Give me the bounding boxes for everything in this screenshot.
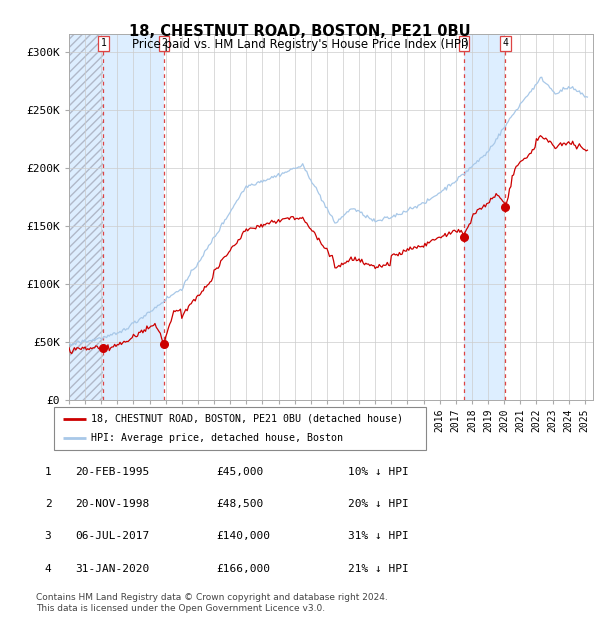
Text: 3: 3 [461,38,467,48]
Text: 20-NOV-1998: 20-NOV-1998 [75,499,149,509]
Text: 2: 2 [161,38,167,48]
Text: 3: 3 [44,531,52,541]
Text: 06-JUL-2017: 06-JUL-2017 [75,531,149,541]
Text: 18, CHESTNUT ROAD, BOSTON, PE21 0BU: 18, CHESTNUT ROAD, BOSTON, PE21 0BU [129,24,471,38]
FancyBboxPatch shape [54,407,426,450]
Text: 31% ↓ HPI: 31% ↓ HPI [348,531,409,541]
Text: 4: 4 [44,564,52,574]
Text: HPI: Average price, detached house, Boston: HPI: Average price, detached house, Bost… [91,433,343,443]
Text: 4: 4 [503,38,508,48]
Bar [103,34,164,400]
Bar [464,34,505,400]
Text: £45,000: £45,000 [216,467,263,477]
Text: £140,000: £140,000 [216,531,270,541]
Bar [69,34,103,400]
Text: 1: 1 [100,38,106,48]
Text: £166,000: £166,000 [216,564,270,574]
Text: 21% ↓ HPI: 21% ↓ HPI [348,564,409,574]
Text: Contains HM Land Registry data © Crown copyright and database right 2024.
This d: Contains HM Land Registry data © Crown c… [36,593,388,613]
Text: 31-JAN-2020: 31-JAN-2020 [75,564,149,574]
Text: 20% ↓ HPI: 20% ↓ HPI [348,499,409,509]
Text: 20-FEB-1995: 20-FEB-1995 [75,467,149,477]
Text: 2: 2 [44,499,52,509]
Text: Price paid vs. HM Land Registry's House Price Index (HPI): Price paid vs. HM Land Registry's House … [131,38,469,51]
Text: 1: 1 [44,467,52,477]
Text: 18, CHESTNUT ROAD, BOSTON, PE21 0BU (detached house): 18, CHESTNUT ROAD, BOSTON, PE21 0BU (det… [91,414,403,423]
Bar [69,34,103,400]
Text: £48,500: £48,500 [216,499,263,509]
Text: 10% ↓ HPI: 10% ↓ HPI [348,467,409,477]
